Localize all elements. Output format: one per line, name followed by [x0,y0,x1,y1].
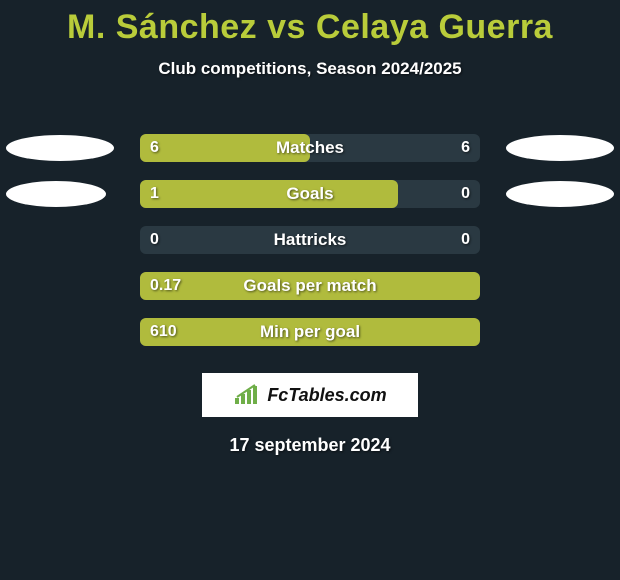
right-ellipse-icon [506,181,614,207]
page-title: M. Sánchez vs Celaya Guerra [0,0,620,47]
bar-track: 1 Goals 0 [140,180,480,208]
stat-row: 1 Goals 0 [0,171,620,217]
bar-fill [140,318,480,346]
stat-row: 6 Matches 6 [0,125,620,171]
stat-row: 0 Hattricks 0 [0,217,620,263]
bar-fill [140,180,398,208]
brand-box: FcTables.com [202,373,418,417]
bar-track: 6 Matches 6 [140,134,480,162]
stat-row: 0.17 Goals per match [0,263,620,309]
date-text: 17 september 2024 [0,435,620,456]
stat-rows: 6 Matches 6 1 Goals 0 0 Hattricks [0,125,620,355]
stat-row: 610 Min per goal [0,309,620,355]
right-ellipse-icon [506,135,614,161]
brand-text: FcTables.com [267,385,386,406]
brand-chart-icon [233,384,261,406]
right-value: 0 [461,180,470,208]
comparison-infographic: M. Sánchez vs Celaya Guerra Club competi… [0,0,620,580]
bar-track: 0.17 Goals per match [140,272,480,300]
right-value: 0 [461,226,470,254]
left-value: 0 [150,226,159,254]
right-value: 6 [461,134,470,162]
bar-track: 610 Min per goal [140,318,480,346]
page-subtitle: Club competitions, Season 2024/2025 [0,59,620,79]
bar-track: 0 Hattricks 0 [140,226,480,254]
bar-fill [140,134,310,162]
left-ellipse-icon [6,181,106,207]
bar-fill [140,272,480,300]
stat-label: Hattricks [140,226,480,254]
left-ellipse-icon [6,135,114,161]
